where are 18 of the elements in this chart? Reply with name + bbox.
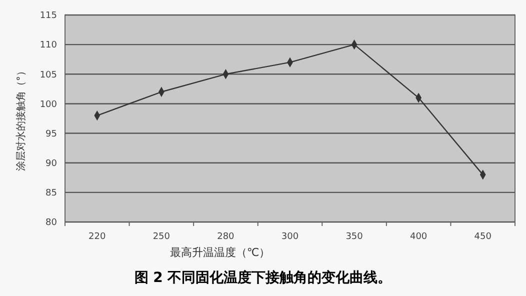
y-tick-label: 80: [46, 218, 58, 228]
y-tick-label: 110: [40, 40, 58, 51]
y-tick-label: 95: [46, 129, 57, 140]
x-axis-title: 最高升温温度（℃）: [170, 246, 270, 259]
x-tick-label: 400: [410, 232, 428, 242]
x-tick-label: 300: [281, 232, 299, 242]
y-tick-label: 85: [46, 188, 57, 199]
y-axis-title: 涂层对水的接触角（°）: [15, 66, 27, 171]
y-tick-label: 100: [40, 100, 58, 110]
x-tick-label: 250: [152, 232, 170, 242]
x-tick-label: 350: [346, 232, 364, 242]
y-tick-label: 90: [46, 159, 58, 170]
y-tick-label: 105: [40, 70, 57, 80]
caption: 图 2 不同固化温度下接触角的变化曲线。: [134, 269, 392, 286]
y-tick-label: 115: [40, 11, 57, 22]
x-tick-label: 280: [217, 232, 235, 242]
x-tick-label: 220: [88, 232, 106, 242]
x-tick-label: 450: [474, 232, 492, 242]
